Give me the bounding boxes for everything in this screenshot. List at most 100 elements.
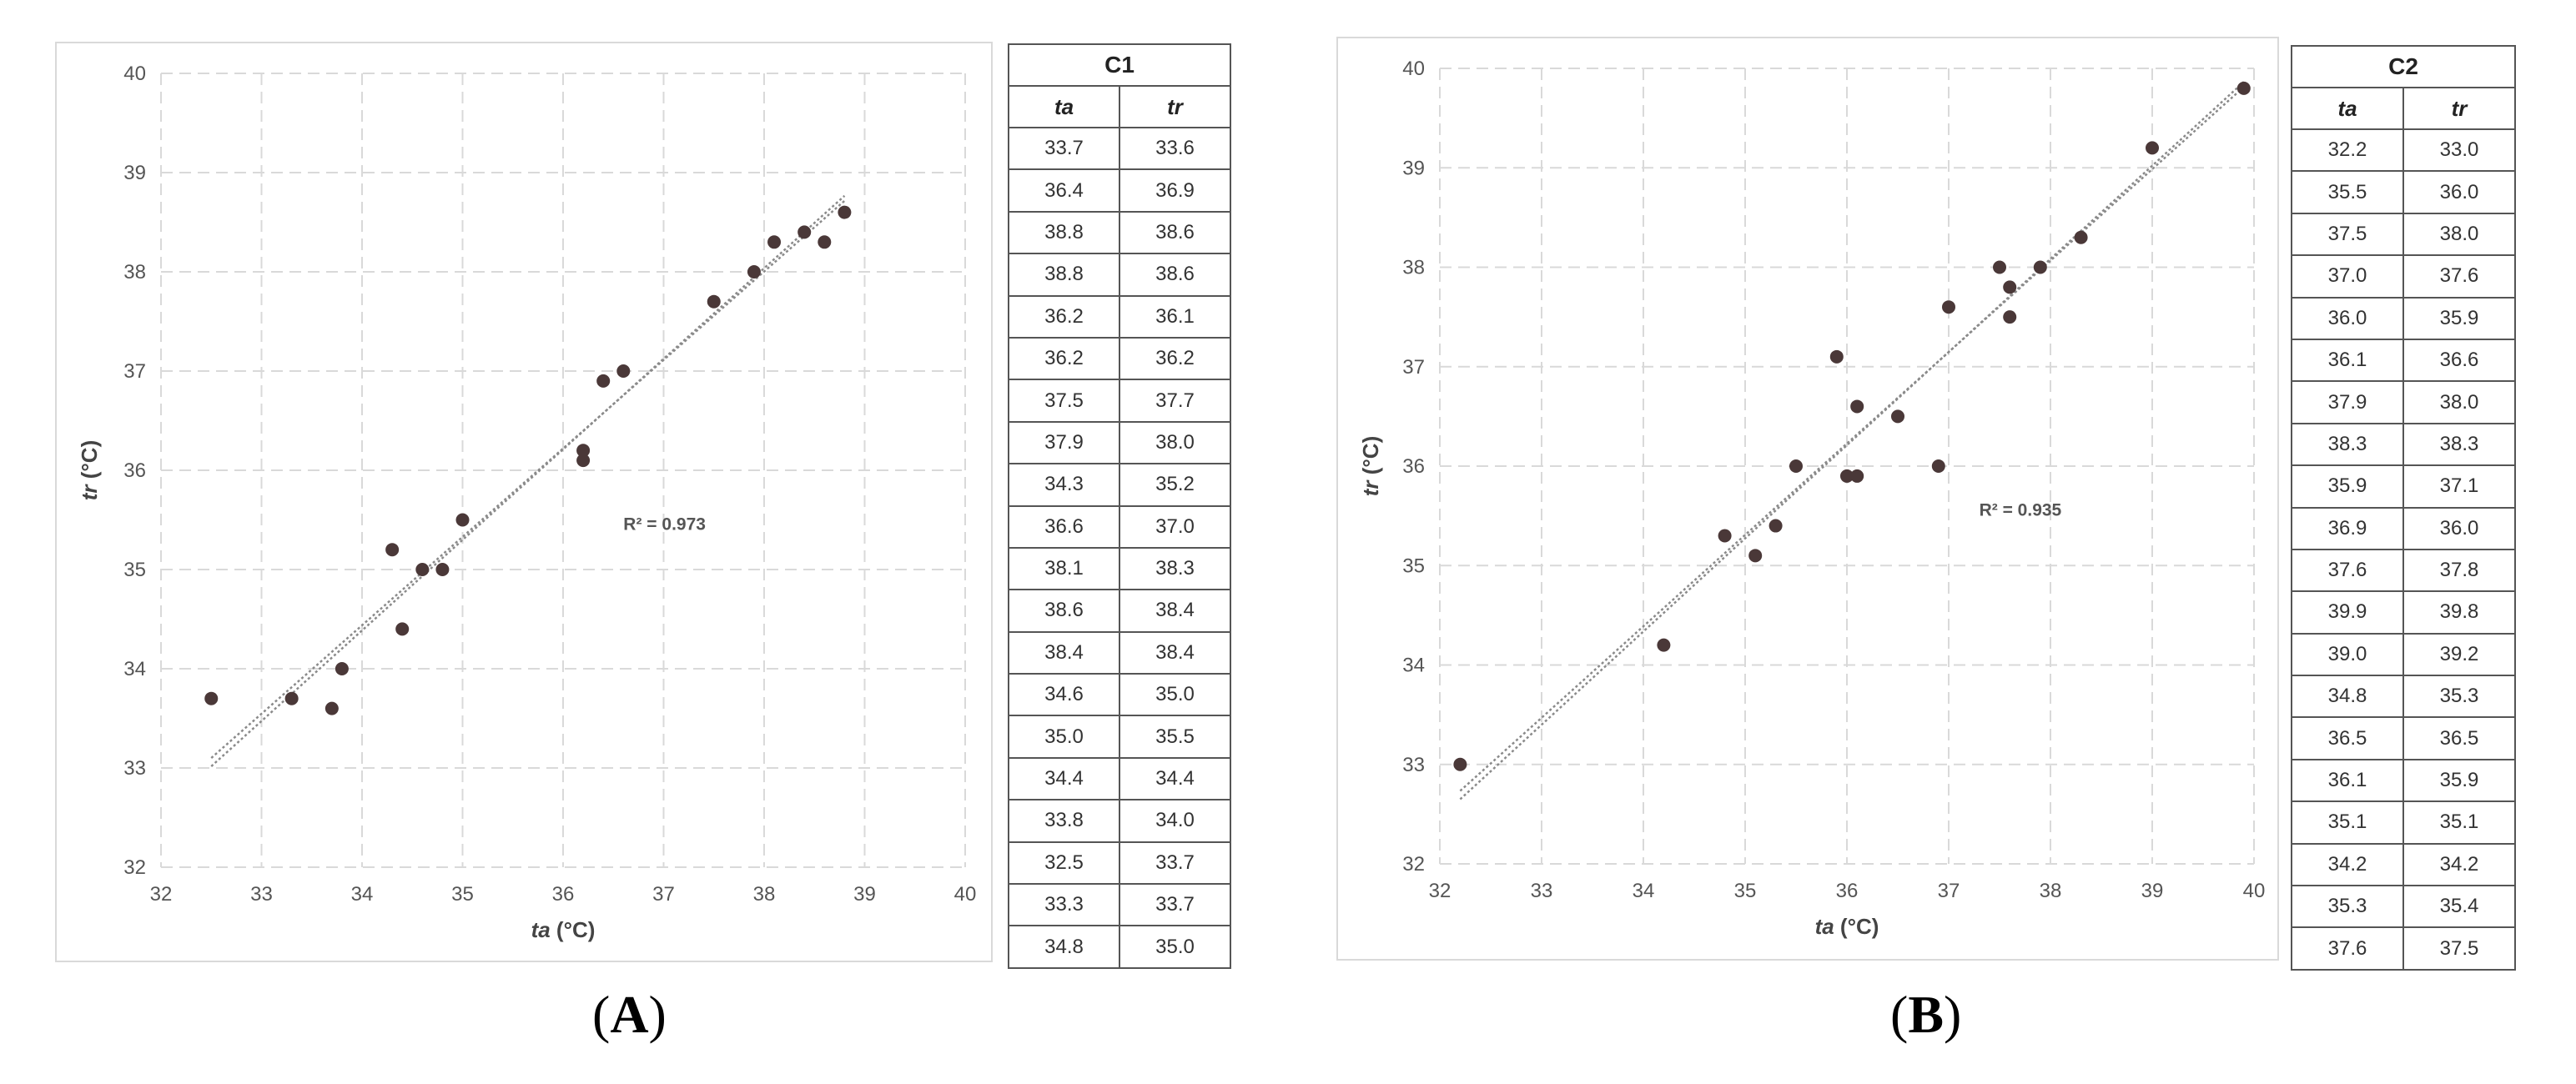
cell-ta: 38.8 xyxy=(1008,210,1120,255)
x-tick-label: 36 xyxy=(1836,880,1859,902)
chart-a-svg: 32 33 34 35 36 37 38 39 40 32 33 34 35 36 37 38 39 40 ta (… xyxy=(77,63,976,942)
cell-ta: 35.1 xyxy=(2291,800,2404,845)
data-point xyxy=(2003,280,2017,294)
table-row: 33.8 34.0 xyxy=(1008,799,1231,843)
cell-tr: 37.0 xyxy=(1119,504,1231,549)
table-row: 34.4 34.4 xyxy=(1008,756,1231,801)
table-row: 37.6 37.5 xyxy=(2291,926,2516,971)
y-tick-label: 33 xyxy=(123,757,146,780)
cell-ta: 37.6 xyxy=(2291,548,2404,593)
cell-tr: 35.4 xyxy=(2402,885,2516,929)
table-row: 36.1 35.9 xyxy=(2291,758,2516,803)
table-row: 36.5 36.5 xyxy=(2291,716,2516,760)
data-point xyxy=(1718,529,1732,543)
cell-tr: 36.1 xyxy=(1119,294,1231,339)
chart-a-frame: 32 33 34 35 36 37 38 39 40 32 33 34 35 36 37 38 39 40 ta (… xyxy=(55,42,993,962)
data-point xyxy=(1850,469,1864,483)
table-row: 37.0 37.6 xyxy=(2291,254,2516,299)
table-body: 32.2 33.0 35.5 36.0 37.5 38.0 37.0 37.6 36.0 35.9… xyxy=(2291,128,2516,971)
table-row: 38.3 38.3 xyxy=(2291,422,2516,467)
data-point xyxy=(395,622,410,636)
cell-ta: 38.3 xyxy=(2291,422,2404,467)
table-row: 34.8 35.3 xyxy=(2291,675,2516,719)
cell-tr: 39.8 xyxy=(2402,590,2516,635)
table-row: 32.5 33.7 xyxy=(1008,841,1231,886)
table-col-tr: tr xyxy=(2402,87,2516,130)
cell-tr: 38.6 xyxy=(1119,210,1231,255)
cell-tr: 35.0 xyxy=(1119,925,1231,969)
data-point xyxy=(435,563,450,576)
cell-ta: 37.9 xyxy=(1008,420,1120,465)
x-tick-label: 39 xyxy=(2141,880,2164,902)
table-col-ta: ta xyxy=(1008,85,1120,128)
r-squared-annotation: R² = 0.935 xyxy=(1980,501,2062,520)
x-axis-label: ta (°C) xyxy=(531,917,596,942)
table-row: 35.0 35.5 xyxy=(1008,715,1231,759)
cell-ta: 37.6 xyxy=(2291,926,2404,971)
cell-ta: 33.7 xyxy=(1008,126,1120,171)
x-tick-label: 35 xyxy=(451,883,474,906)
cell-ta: 36.1 xyxy=(2291,758,2404,803)
cell-tr: 35.0 xyxy=(1119,673,1231,717)
cell-ta: 36.6 xyxy=(1008,504,1120,549)
y-tick-label: 34 xyxy=(1402,655,1425,677)
cell-tr: 39.2 xyxy=(2402,632,2516,677)
cell-ta: 33.3 xyxy=(1008,883,1120,927)
y-tick-label: 37 xyxy=(123,360,146,383)
table-row: 35.5 36.0 xyxy=(2291,170,2516,214)
cell-ta: 34.2 xyxy=(2291,842,2404,887)
table-row: 34.2 34.2 xyxy=(2291,842,2516,887)
cell-ta: 36.4 xyxy=(1008,168,1120,213)
table-row: 35.3 35.4 xyxy=(2291,885,2516,929)
data-point xyxy=(284,691,299,705)
data-point xyxy=(1657,638,1671,652)
cell-ta: 34.3 xyxy=(1008,463,1120,507)
cell-ta: 36.0 xyxy=(2291,296,2404,340)
cell-tr: 38.6 xyxy=(1119,253,1231,297)
x-tick-label: 34 xyxy=(351,883,374,906)
x-tick-label: 34 xyxy=(1633,880,1655,902)
panel-label-b: (B) xyxy=(1890,985,1962,1044)
cell-tr: 35.5 xyxy=(1119,715,1231,759)
y-tick-label: 37 xyxy=(1402,356,1425,379)
table-row: 35.1 35.1 xyxy=(2291,800,2516,845)
data-point xyxy=(1942,300,1955,314)
cell-ta: 35.5 xyxy=(2291,170,2404,214)
cell-ta: 34.6 xyxy=(1008,673,1120,717)
table-row: 32.2 33.0 xyxy=(2291,128,2516,173)
table-row: 34.3 35.2 xyxy=(1008,463,1231,507)
cell-tr: 36.5 xyxy=(2402,716,2516,760)
cell-tr: 37.8 xyxy=(2402,548,2516,593)
x-tick-label: 32 xyxy=(1429,880,1452,902)
cell-tr: 38.0 xyxy=(2402,380,2516,424)
cell-tr: 35.3 xyxy=(2402,675,2516,719)
chart-b-frame: 32 33 34 35 36 37 38 39 40 32 33 34 35 36 37 38 39 40 ta (… xyxy=(1336,37,2279,961)
cell-tr: 36.0 xyxy=(2402,170,2516,214)
table-row: 36.1 36.6 xyxy=(2291,338,2516,383)
y-tick-label: 32 xyxy=(123,856,146,879)
cell-tr: 35.2 xyxy=(1119,463,1231,507)
table-row: 38.6 38.4 xyxy=(1008,589,1231,633)
y-tick-label: 35 xyxy=(123,559,146,581)
cell-ta: 35.3 xyxy=(2291,885,2404,929)
cell-ta: 38.4 xyxy=(1008,630,1120,675)
y-tick-label: 36 xyxy=(123,459,146,482)
y-tick-label: 35 xyxy=(1402,555,1425,577)
cell-tr: 33.7 xyxy=(1119,883,1231,927)
cell-tr: 33.6 xyxy=(1119,126,1231,171)
data-point xyxy=(767,235,782,249)
data-point xyxy=(415,563,430,576)
data-table-c2: C2 ta tr 32.2 33.0 35.5 36.0 37.5 38.0 37.0 37.… xyxy=(2291,45,2516,971)
cell-tr: 38.0 xyxy=(2402,212,2516,257)
x-tick-label: 36 xyxy=(552,883,575,906)
data-point xyxy=(707,294,721,309)
data-point xyxy=(1789,459,1803,473)
cell-ta: 35.0 xyxy=(1008,715,1120,759)
data-point xyxy=(2074,230,2088,244)
data-point xyxy=(385,543,400,557)
data-point xyxy=(838,205,852,219)
trendline-secondary xyxy=(210,194,846,767)
cell-tr: 38.3 xyxy=(1119,546,1231,591)
table-row: 39.0 39.2 xyxy=(2291,632,2516,677)
cell-ta: 38.6 xyxy=(1008,589,1120,633)
